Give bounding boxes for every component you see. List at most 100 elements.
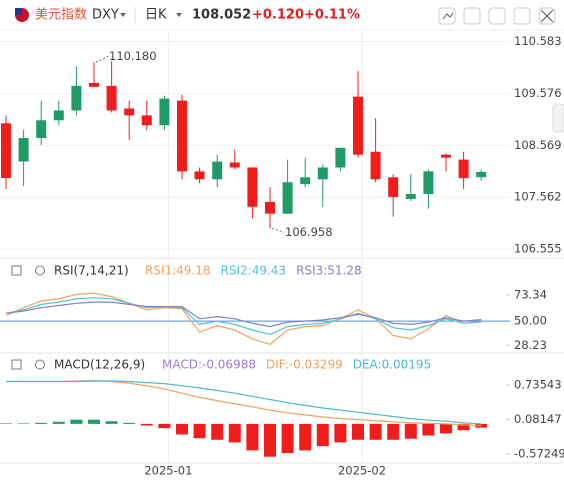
macd-bar [281, 423, 294, 453]
candle-body [159, 98, 170, 126]
candle-body [317, 167, 328, 180]
panel-icons [11, 265, 45, 370]
macd-bar [0, 423, 12, 424]
x-tick-label: 2025-01 [144, 464, 192, 478]
candle-body [124, 108, 135, 116]
tool-button[interactable] [538, 7, 556, 25]
candle-body [229, 162, 240, 168]
macd-bar [457, 423, 470, 431]
macd-bar [440, 423, 452, 434]
candle-body [476, 171, 487, 178]
candle-body [282, 182, 293, 214]
legend-entry: MACD:-0.06988 [162, 358, 256, 372]
y-tick-label: 107.562 [514, 190, 562, 204]
macd-bar [246, 423, 259, 451]
macd-bar [299, 423, 312, 451]
candle-body [53, 110, 64, 121]
macd-bar [369, 423, 382, 440]
macd-bar [88, 419, 100, 424]
rsi-title: RSI(7,14,21) [54, 264, 129, 278]
tool-icon [442, 9, 554, 23]
macd-bar [123, 422, 136, 424]
candle-body [458, 159, 469, 179]
candle-body [89, 82, 99, 87]
macd-bar [35, 422, 48, 424]
candle-body [106, 85, 117, 111]
candle-body [194, 171, 205, 180]
instrument-name[interactable]: 美元指数 [35, 8, 87, 23]
dropdown-arrow [120, 13, 126, 17]
macd-bar [140, 423, 153, 426]
macd-bar [52, 421, 65, 424]
candle-body [18, 137, 29, 162]
y-tick-label: 109.576 [514, 86, 562, 100]
y-tick-label: -0.57249 [514, 447, 564, 461]
dropdown-arrow [176, 13, 182, 17]
macd-bar [211, 423, 224, 440]
eye-icon[interactable] [11, 359, 22, 370]
legend-entry: DIF:-0.03299 [266, 358, 343, 372]
candle-body [423, 171, 434, 195]
candle-body [335, 147, 346, 168]
candle-body [212, 161, 223, 180]
candle-body [370, 151, 381, 180]
legend-entry: RSI2:49.43 [221, 264, 287, 278]
macd-title: MACD(12,26,9) [54, 358, 145, 372]
macd-bar [105, 421, 118, 424]
macd-bar [17, 423, 30, 424]
macd-bar [158, 423, 171, 429]
tool-button[interactable] [438, 7, 456, 25]
candle-body [177, 100, 187, 172]
side-handle[interactable] [552, 103, 564, 133]
candle-body [353, 96, 363, 155]
candle-body [1, 123, 11, 178]
tool-button[interactable] [488, 7, 506, 25]
macd-bar [334, 423, 347, 443]
y-tick-label: 110.583 [514, 34, 562, 48]
y-tick-label: 106.555 [514, 242, 562, 256]
candle-body [405, 194, 416, 199]
candle-body [300, 177, 311, 185]
change-percent: +0.11% [304, 8, 360, 23]
rsi-line [5, 292, 482, 346]
rsi-line [5, 301, 482, 328]
x-tick-label: 2025-02 [338, 464, 386, 478]
annotation-label: 110.180 [109, 49, 157, 63]
macd-line [6, 380, 482, 425]
legend-entry: RSI1:49.18 [145, 264, 211, 278]
tool-button[interactable] [463, 7, 481, 25]
macd-bar [193, 423, 206, 439]
settings-icon[interactable] [35, 359, 45, 370]
macd-bar [352, 423, 364, 440]
macd-bar [387, 423, 400, 440]
macd-bar [404, 423, 417, 439]
rsi-line [5, 297, 482, 336]
eye-icon[interactable] [11, 265, 22, 276]
macd-bar [316, 423, 329, 447]
macd-bar [264, 423, 276, 457]
macd-bar [475, 423, 488, 428]
y-tick-label: 0.73543 [514, 377, 562, 391]
y-tick-label: 108.569 [514, 138, 562, 152]
candle-body [36, 120, 47, 138]
y-tick-label: 73.34 [514, 288, 547, 302]
tool-button[interactable] [513, 7, 531, 25]
candle-body [71, 85, 82, 111]
price: 108.052 [192, 8, 251, 23]
macd-bar [70, 419, 83, 424]
period[interactable]: 日K [145, 8, 167, 23]
macd-bar [422, 423, 435, 436]
y-tick-label: 50.00 [514, 314, 547, 328]
y-tick-label: 28.23 [514, 338, 547, 352]
symbol[interactable]: DXY [92, 8, 119, 23]
candle-body [441, 154, 451, 158]
candle-body [388, 177, 399, 197]
annotation-label: 106.958 [285, 225, 333, 239]
flag-canton [15, 8, 22, 15]
macd-bar [228, 423, 241, 443]
candle-body [141, 115, 152, 126]
candle-body [265, 201, 275, 214]
settings-icon[interactable] [35, 265, 45, 276]
macd-bar [176, 423, 188, 435]
